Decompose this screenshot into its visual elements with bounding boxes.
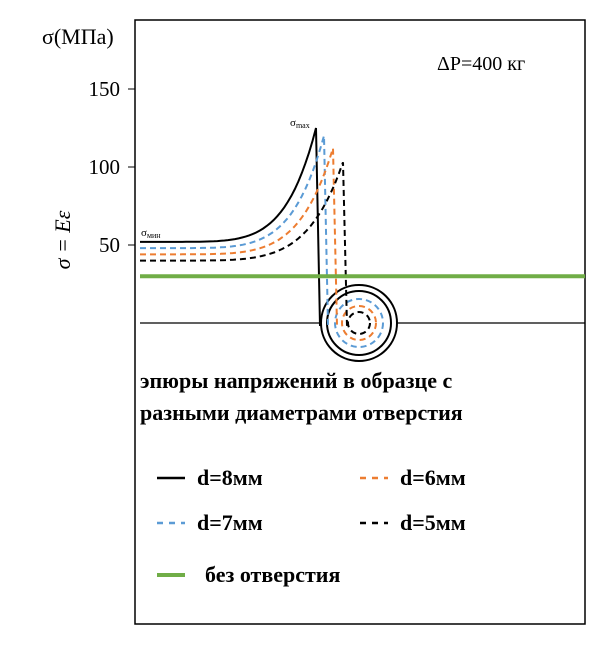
series-line-d=8мм <box>140 127 321 327</box>
series-line-d=6мм <box>140 147 338 327</box>
series-line-d=7мм <box>140 135 329 327</box>
diagram-caption-line1: эпюры напряжений в образце с <box>140 368 452 393</box>
hole-ring-d=7мм <box>334 298 384 348</box>
legend-label-d=8мм: d=8мм <box>197 465 263 490</box>
legend-label-d=6мм: d=6мм <box>400 465 466 490</box>
y-axis-formula: σ = Eε <box>50 210 75 269</box>
sigma-max-label: σmax <box>290 117 310 130</box>
y-tick-label: 50 <box>99 233 120 257</box>
chart-frame <box>134 19 586 625</box>
y-axis-label: σ(МПа) <box>42 24 114 49</box>
hole-ring-d=6мм <box>341 305 377 341</box>
sigma-min-label: σмин <box>141 227 161 240</box>
legend-label-d=5мм: d=5мм <box>400 510 466 535</box>
stress-curves <box>140 127 392 356</box>
hole-ring-d=5мм <box>347 311 371 335</box>
legend-label-no-hole: без отверстия <box>205 562 340 587</box>
series-line-d=5мм <box>140 161 348 327</box>
legend-label-d=7мм: d=7мм <box>197 510 263 535</box>
hole-outline <box>320 284 398 362</box>
y-tick-label: 150 <box>89 77 121 101</box>
load-label: ΔP=400 кг <box>437 53 525 75</box>
y-ticks: 50 100 150 <box>89 77 135 257</box>
legend: d=8мм d=7мм d=6мм d=5мм без отверстия <box>157 465 466 587</box>
diagram-caption-line2: разными диаметрами отверстия <box>140 400 463 425</box>
y-tick-label: 100 <box>89 155 121 179</box>
